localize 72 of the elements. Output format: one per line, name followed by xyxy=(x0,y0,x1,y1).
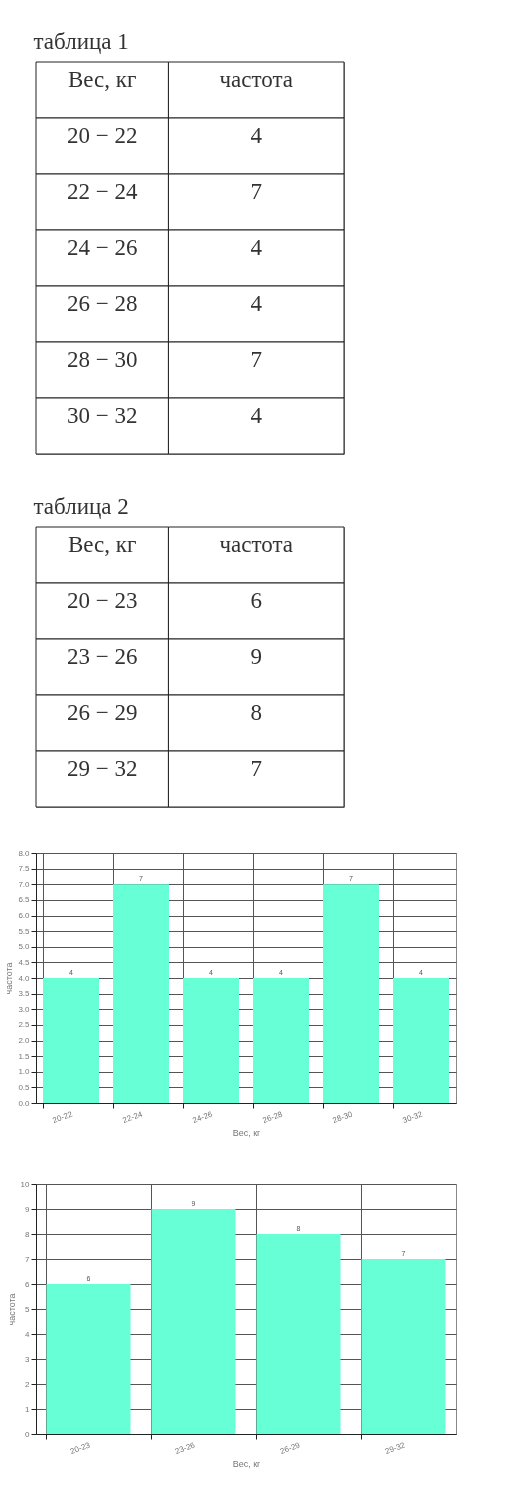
y-tick-label: 1 xyxy=(25,1404,31,1414)
x-tick-label: 20-22 xyxy=(51,1109,75,1126)
y-tick-label: 5.0 xyxy=(18,942,31,952)
y-tick-label: 4 xyxy=(25,1329,31,1339)
y-tick-label: 1.0 xyxy=(18,1067,31,1077)
y-tick-label: 2 xyxy=(25,1379,31,1389)
x-tick-label: 30-32 xyxy=(401,1109,425,1126)
text: Вес, кг xyxy=(67,66,137,92)
data-label: 4 xyxy=(250,290,263,316)
y-tick-label: 6 xyxy=(25,1279,31,1289)
x-tick-label: 22-24 xyxy=(121,1109,145,1126)
data-label: 8 xyxy=(250,699,262,725)
y-tick-label: 1.5 xyxy=(18,1051,31,1061)
data-label: 7 xyxy=(250,755,262,781)
text: частота xyxy=(219,531,293,557)
y-tick-label: 8 xyxy=(25,1229,31,1239)
category-label: 23 − 26 xyxy=(66,643,138,669)
y-tick-label: 0.5 xyxy=(18,1082,31,1092)
category-label: 20 − 22 xyxy=(66,122,138,148)
x-tick-label: 23-26 xyxy=(173,1440,197,1457)
y-tick-label: 3 xyxy=(25,1354,31,1364)
y-tick-label: 3.0 xyxy=(18,1004,31,1014)
bar xyxy=(361,1259,446,1434)
category-label: 24 − 26 xyxy=(66,234,138,260)
y-tick-label: 0 xyxy=(25,1429,31,1439)
category-label: 29 − 32 xyxy=(66,755,138,781)
data-label: 9 xyxy=(250,643,262,669)
y-axis-title: частота xyxy=(4,962,15,995)
y-tick-label: 2.0 xyxy=(18,1036,31,1045)
text: частота xyxy=(219,66,293,92)
y-tick-label: 8.0 xyxy=(18,848,31,858)
y-tick-label: 5 xyxy=(25,1304,31,1314)
data-label: 4 xyxy=(250,234,263,260)
text: Вес, кг xyxy=(67,531,137,557)
y-tick-label: 7.5 xyxy=(18,864,31,874)
category-label: 22 − 24 xyxy=(66,178,138,204)
y-tick-label: 7 xyxy=(25,1254,31,1264)
y-tick-label: 9 xyxy=(25,1204,31,1214)
x-tick-label: 26-28 xyxy=(261,1109,285,1126)
y-tick-label: 3.5 xyxy=(18,989,31,999)
x-axis-title: Вес, кг xyxy=(232,1459,262,1470)
bar xyxy=(256,1234,341,1434)
text: таблица 2 xyxy=(33,493,129,519)
y-tick-label: 10 xyxy=(20,1179,31,1189)
data-label: 7 xyxy=(250,346,262,372)
y-axis-title: частота xyxy=(6,1293,17,1326)
data-label: 4 xyxy=(250,122,263,148)
x-tick-label: 20-23 xyxy=(68,1440,92,1457)
data-label: 4 xyxy=(250,402,263,428)
data-label: 7 xyxy=(250,178,262,204)
category-label: 30 − 32 xyxy=(66,402,138,428)
y-tick-label: 4.0 xyxy=(18,973,31,983)
category-label: 28 − 30 xyxy=(66,346,138,372)
bar xyxy=(46,1284,131,1434)
data-label: 6 xyxy=(250,587,262,613)
x-tick-label: 26-29 xyxy=(278,1440,302,1457)
x-tick-label: 29-32 xyxy=(383,1440,407,1457)
y-tick-label: 6.0 xyxy=(18,911,31,920)
y-tick-label: 6.5 xyxy=(18,895,31,905)
category-label: 26 − 28 xyxy=(66,290,138,316)
y-tick-label: 7.0 xyxy=(18,879,31,889)
y-tick-label: 2.5 xyxy=(18,1020,31,1030)
text: таблица 1 xyxy=(33,28,129,54)
y-tick-label: 4.5 xyxy=(18,957,31,967)
x-axis-title: Вес, кг xyxy=(232,1128,262,1139)
category-label: 20 − 23 xyxy=(66,587,138,613)
y-tick-label: 5.5 xyxy=(18,926,31,936)
y-tick-label: 0.0 xyxy=(18,1098,31,1108)
bar xyxy=(151,1209,236,1434)
x-tick-label: 28-30 xyxy=(331,1109,355,1126)
x-tick-label: 24-26 xyxy=(191,1109,215,1126)
category-label: 26 − 29 xyxy=(66,699,138,725)
